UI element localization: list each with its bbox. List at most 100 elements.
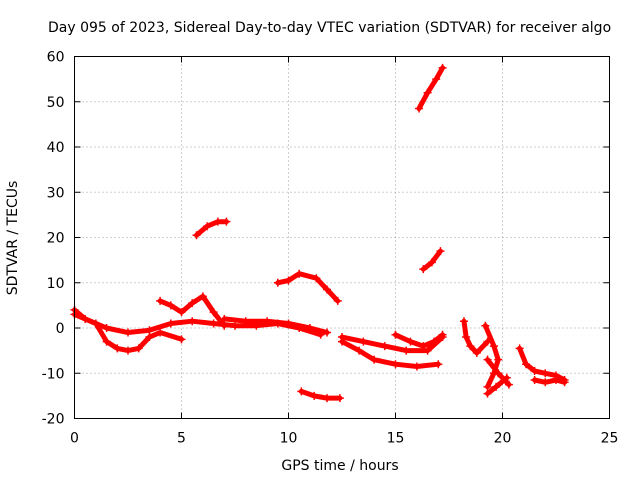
- data-point-marker: [462, 333, 471, 342]
- data-point-marker: [560, 378, 569, 387]
- series-line: [194, 219, 229, 238]
- data-point-marker: [355, 346, 364, 355]
- data-point-marker: [436, 247, 445, 256]
- data-point-marker: [91, 319, 100, 328]
- data-point-marker: [483, 355, 492, 364]
- data-point-marker: [541, 378, 550, 387]
- data-point-marker: [310, 391, 319, 400]
- y-tick-label: -10: [42, 366, 65, 382]
- data-point-marker: [427, 258, 436, 267]
- series-line: [532, 377, 568, 385]
- data-point-marker: [391, 360, 400, 369]
- data-point-marker: [220, 321, 229, 330]
- series-arc-16: [483, 355, 513, 389]
- data-point-marker: [113, 344, 122, 353]
- x-axis-label: GPS time / hours: [281, 458, 398, 474]
- y-tick-labels: -20 -10 0 10 20 30 40 50 60: [42, 50, 65, 428]
- data-point-marker: [466, 342, 475, 351]
- data-point-marker: [192, 231, 201, 240]
- series-arc-4: [192, 217, 231, 240]
- x-tick-label: 0: [70, 431, 79, 447]
- data-point-marker: [530, 376, 539, 385]
- y-tick-label: 20: [47, 231, 65, 247]
- x-tick-label: 15: [387, 431, 405, 447]
- data-point-marker: [423, 346, 432, 355]
- series-line: [416, 65, 446, 111]
- data-point-marker: [494, 369, 503, 378]
- series-arc-18: [530, 376, 569, 387]
- y-tick-label: 10: [47, 276, 65, 292]
- data-point-marker: [380, 342, 389, 351]
- data-point-marker: [430, 337, 439, 346]
- data-point-marker: [489, 342, 498, 351]
- data-point-marker: [481, 321, 490, 330]
- data-point-marker: [124, 328, 132, 337]
- series-arc-11: [415, 63, 447, 113]
- series-arc-6: [273, 269, 342, 305]
- data-point-marker: [541, 369, 550, 378]
- data-point-marker: [134, 344, 143, 353]
- x-tick-label: 10: [280, 431, 298, 447]
- data-point-marker: [323, 285, 332, 294]
- data-point-marker: [177, 335, 186, 344]
- y-tick-label: 40: [47, 140, 65, 156]
- data-point-marker: [370, 355, 379, 364]
- data-point-marker: [166, 319, 175, 328]
- data-point-marker: [438, 63, 447, 72]
- data-point-marker: [284, 276, 293, 285]
- data-point-marker: [504, 380, 513, 389]
- data-point-marker: [423, 88, 432, 97]
- data-point-marker: [124, 346, 132, 355]
- chart-title: Day 095 of 2023, Sidereal Day-to-day VTE…: [48, 20, 611, 36]
- series-arc-2: [70, 310, 186, 355]
- data-point-marker: [305, 324, 314, 332]
- data-point-marker: [552, 376, 560, 385]
- series-arc-7: [297, 387, 344, 403]
- data-point-marker: [220, 314, 229, 323]
- series-arc-17: [515, 344, 569, 385]
- y-tick-label: 60: [47, 50, 65, 66]
- data-point-marker: [515, 344, 524, 353]
- data-point-marker: [188, 299, 197, 308]
- data-point-marker: [402, 346, 411, 355]
- data-point-marker: [438, 330, 447, 339]
- data-point-marker: [323, 328, 332, 337]
- data-point-marker: [419, 265, 428, 274]
- data-point-marker: [432, 75, 441, 84]
- data-point-marker: [295, 269, 304, 278]
- y-tick-label: 0: [56, 321, 65, 337]
- data-point-marker: [263, 317, 272, 326]
- data-point-marker: [145, 333, 154, 342]
- data-point-marker: [284, 319, 293, 328]
- data-point-marker: [156, 328, 165, 337]
- data-point-marker: [145, 326, 154, 335]
- data-point-marker: [102, 337, 111, 346]
- data-point-marker: [338, 337, 346, 346]
- data-point-marker: [333, 296, 342, 305]
- series-arc-10: [391, 330, 447, 351]
- data-point-marker: [359, 337, 368, 346]
- data-point-marker: [522, 360, 531, 369]
- data-point-marker: [492, 382, 501, 391]
- data-point-marker: [312, 274, 321, 283]
- series-line: [298, 388, 343, 401]
- data-series: [70, 63, 569, 403]
- data-point-marker: [241, 317, 250, 326]
- series-arc-3: [156, 292, 229, 330]
- x-tick-label: 5: [177, 431, 186, 447]
- data-point-marker: [419, 342, 428, 351]
- y-tick-label: -20: [42, 412, 65, 428]
- data-point-marker: [156, 296, 165, 305]
- data-point-marker: [459, 317, 468, 326]
- axis-ticks: [74, 56, 610, 419]
- series-line: [275, 271, 341, 304]
- data-point-marker: [213, 217, 222, 226]
- y-tick-label: 50: [47, 95, 65, 111]
- x-tick-label: 20: [494, 431, 512, 447]
- data-point-marker: [102, 324, 111, 332]
- grid-lines: [74, 56, 610, 419]
- series-arc-12: [419, 247, 445, 274]
- data-point-marker: [177, 308, 186, 317]
- data-point-marker: [412, 362, 421, 371]
